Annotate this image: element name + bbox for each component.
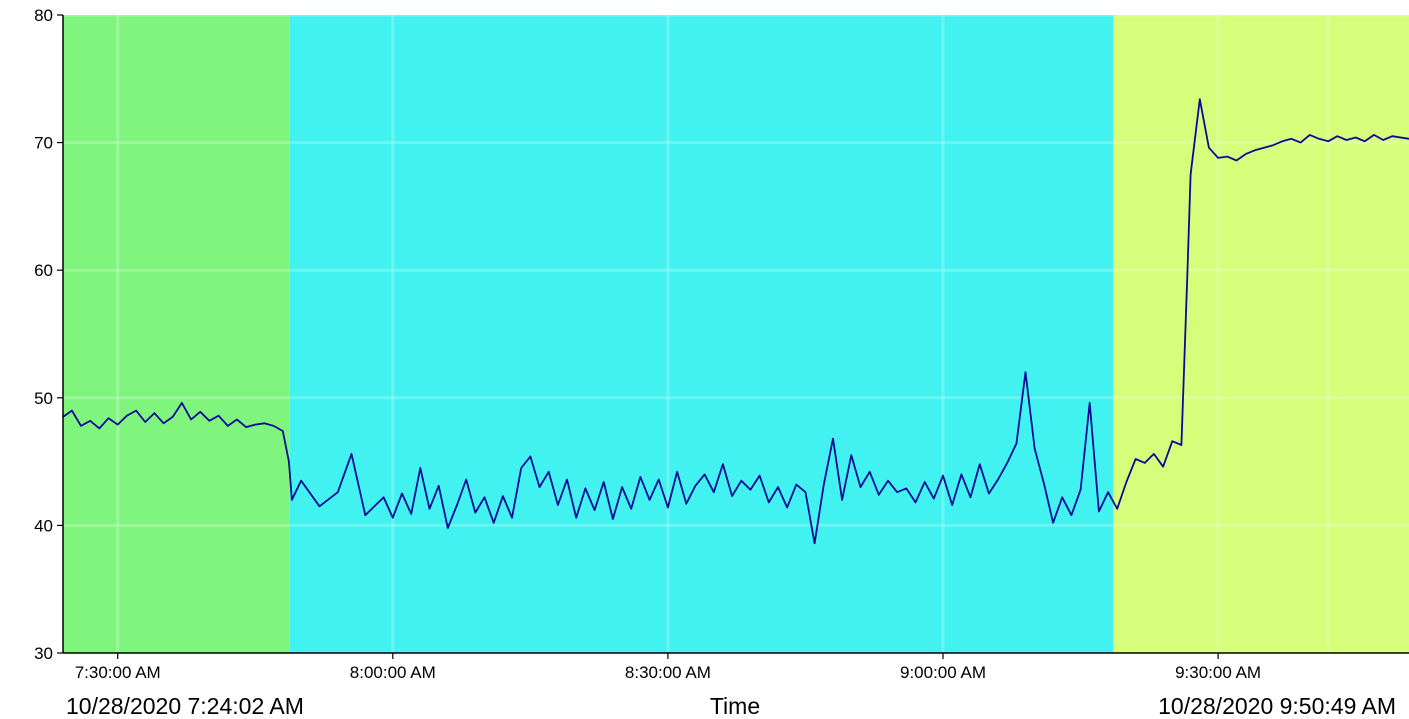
y-tick-label: 70 [34, 134, 53, 153]
series-line-1 [62, 98, 1409, 545]
y-tick-label: 80 [34, 6, 53, 25]
x-tick-label: 9:00:00 AM [900, 663, 986, 682]
background-bands [63, 15, 1409, 653]
x-axis-title: Time [710, 693, 760, 719]
x-tick-label: 7:30:00 AM [75, 663, 161, 682]
background-band-1 [63, 15, 290, 653]
x-range-end-label: 10/28/2020 9:50:49 AM [1158, 693, 1396, 719]
x-tick-label: 8:00:00 AM [350, 663, 436, 682]
x-tick-label: 9:30:00 AM [1175, 663, 1261, 682]
gridlines [63, 13, 1409, 653]
y-tick-label: 30 [34, 644, 53, 663]
y-tick-label: 50 [34, 389, 53, 408]
series-layer [62, 98, 1409, 545]
background-band-3 [1113, 15, 1409, 653]
y-tick-label: 40 [34, 516, 53, 535]
y-tick-label: 60 [34, 261, 53, 280]
x-range-start-label: 10/28/2020 7:24:02 AM [66, 693, 304, 719]
background-band-2 [289, 15, 1114, 653]
axis-labels: 30 40 50 60 70 80 7:30:00 AM 8:00:00 AM 8:30:00 … [34, 6, 1261, 682]
x-tick-label: 8:30:00 AM [625, 663, 711, 682]
axes [57, 14, 1409, 659]
